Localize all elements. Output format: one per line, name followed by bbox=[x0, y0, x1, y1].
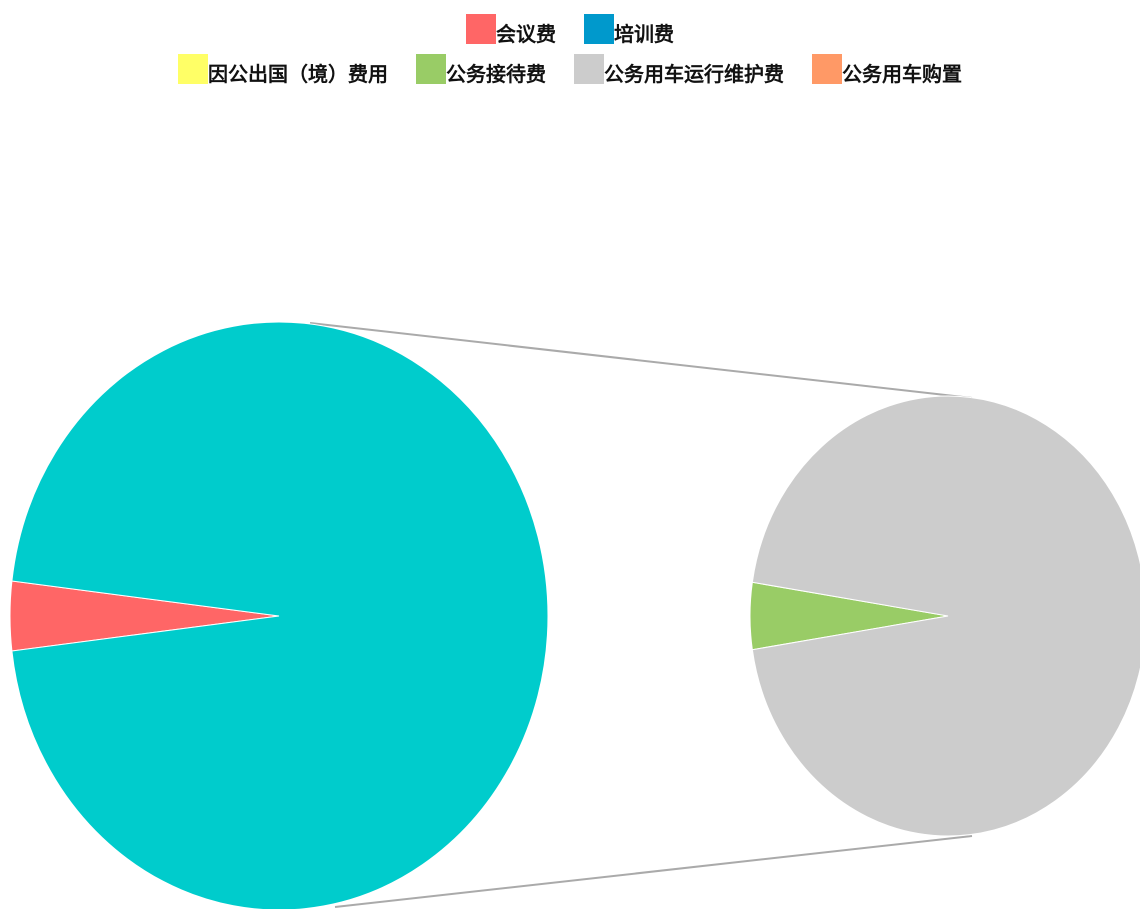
legend-swatch-meeting bbox=[466, 14, 496, 44]
legend-item-abroad[interactable]: 因公出国（境）费用 bbox=[178, 54, 388, 86]
legend-label-vehicle-maintenance: 公务用车运行维护费 bbox=[604, 62, 784, 86]
legend-swatch-training bbox=[584, 14, 614, 44]
secondary-pie bbox=[749, 395, 1140, 837]
main-pie bbox=[9, 321, 549, 909]
legend-label-training: 培训费 bbox=[614, 22, 674, 46]
legend-row-2: 因公出国（境）费用 公务接待费 公务用车运行维护费 公务用车购置 bbox=[0, 54, 1140, 86]
legend-item-vehicle-purchase[interactable]: 公务用车购置 bbox=[812, 54, 962, 86]
legend-label-reception: 公务接待费 bbox=[446, 62, 546, 86]
connector-line-top bbox=[309, 322, 973, 399]
legend-swatch-reception bbox=[416, 54, 446, 84]
legend-item-vehicle-maintenance[interactable]: 公务用车运行维护费 bbox=[574, 54, 784, 86]
main-pie-slice-1[interactable] bbox=[11, 321, 549, 909]
secondary-pie-slice-1[interactable] bbox=[751, 395, 1140, 837]
legend-row-1: 会议费 培训费 bbox=[0, 14, 1140, 46]
legend-swatch-vehicle-purchase bbox=[812, 54, 842, 84]
legend-label-meeting: 会议费 bbox=[496, 22, 556, 46]
legend-label-vehicle-purchase: 公务用车购置 bbox=[842, 62, 962, 86]
connector-line-bottom bbox=[334, 835, 973, 908]
legend-swatch-vehicle-maintenance bbox=[574, 54, 604, 84]
legend-item-training[interactable]: 培训费 bbox=[584, 14, 674, 46]
legend-label-abroad: 因公出国（境）费用 bbox=[208, 62, 388, 86]
legend-item-meeting[interactable]: 会议费 bbox=[466, 14, 556, 46]
legend-swatch-abroad bbox=[178, 54, 208, 84]
legend-item-reception[interactable]: 公务接待费 bbox=[416, 54, 546, 86]
connector-lines bbox=[309, 322, 973, 908]
